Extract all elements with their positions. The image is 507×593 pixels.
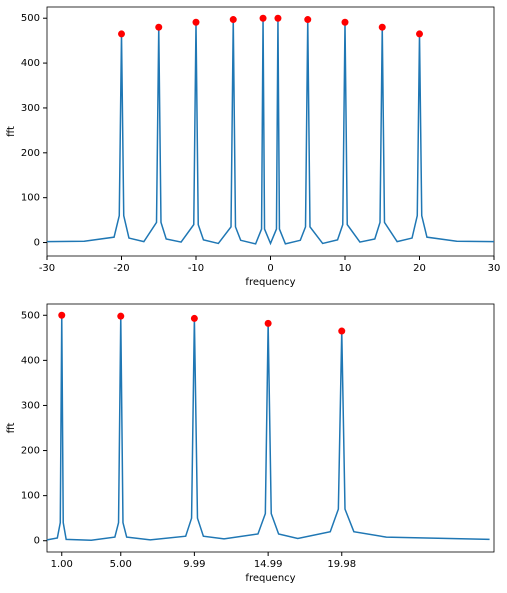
y-tick-label: 0 (34, 536, 40, 547)
peak-marker (192, 18, 200, 26)
peak-marker (378, 23, 386, 31)
fft-line (46, 315, 490, 542)
y-tick-label: 300 (21, 400, 40, 411)
peak-marker (118, 30, 125, 38)
x-axis-label: frequency (245, 573, 295, 584)
x-tick-label: 1.00 (51, 559, 73, 570)
peak-marker (117, 312, 125, 320)
x-tick-label: -10 (188, 263, 204, 274)
x-tick-label: 20 (413, 263, 426, 274)
x-tick-label: -30 (39, 263, 55, 274)
plot-area (46, 303, 495, 553)
y-tick-label: 300 (21, 103, 40, 114)
y-tick-label: 200 (21, 148, 40, 159)
y-axis-label: fft (6, 423, 17, 434)
peak-marker (341, 18, 349, 26)
peak-marker (155, 23, 163, 31)
fft-line (46, 18, 495, 246)
x-tick-label: 14.99 (254, 559, 283, 570)
plot-area (46, 6, 495, 257)
peak-marker (274, 14, 282, 22)
x-tick-label: 0 (267, 263, 273, 274)
x-tick-label: 30 (488, 263, 501, 274)
x-tick-label: -20 (113, 263, 129, 274)
y-tick-label: 500 (21, 13, 40, 24)
x-axis-label: frequency (245, 277, 295, 288)
y-tick-label: 500 (21, 310, 40, 321)
peak-marker (416, 30, 423, 38)
peak-marker (304, 16, 312, 24)
x-tick-label: 19.98 (327, 559, 356, 570)
y-axis-label: fft (6, 126, 17, 137)
peak-marker (264, 319, 272, 327)
peak-marker (259, 14, 267, 22)
y-tick-label: 200 (21, 446, 40, 457)
x-tick-label: 5.00 (110, 559, 132, 570)
y-tick-label: 100 (21, 491, 40, 502)
peak-marker (229, 16, 237, 24)
peak-marker (190, 314, 198, 322)
x-tick-label: 10 (339, 263, 352, 274)
y-tick-label: 400 (21, 58, 40, 69)
y-tick-label: 100 (21, 193, 40, 204)
peak-marker (338, 327, 346, 335)
peak-marker (58, 311, 66, 319)
y-tick-label: 0 (34, 238, 40, 249)
x-tick-label: 9.99 (183, 559, 205, 570)
y-tick-label: 400 (21, 355, 40, 366)
